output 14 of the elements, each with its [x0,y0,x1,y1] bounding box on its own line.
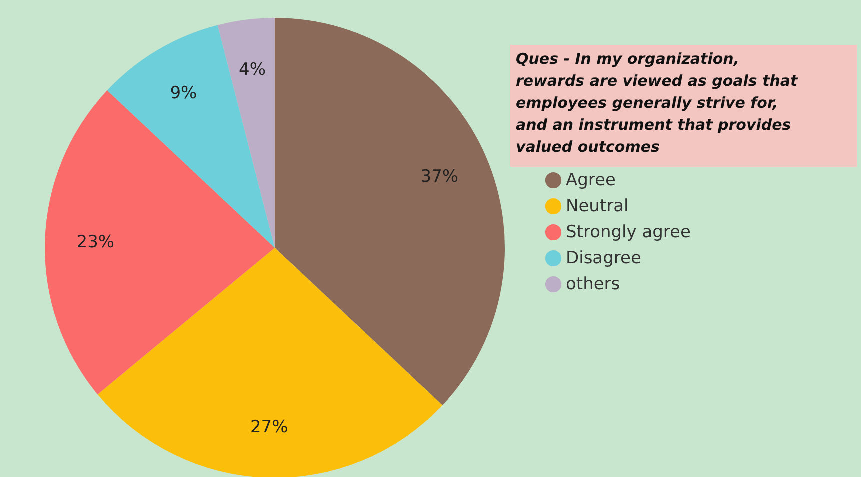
data-label: 4% [239,60,266,80]
data-label: 9% [170,84,198,104]
pie-slice [275,18,505,406]
data-label: 27% [250,417,288,438]
legend-label: Strongly agree [566,222,691,242]
legend-label: Neutral [566,196,629,216]
legend-label: Disagree [566,248,642,268]
text: Ques - In my organization, rewards are viewed as goals that employees generally strive for, and an instrument that provides valued outcomes [516,50,799,156]
data-label: 23% [76,232,115,252]
legend-label: Agree [566,170,616,190]
data-label: 37% [420,166,459,187]
pie-slice [98,248,443,477]
pie-slice [218,18,275,248]
legend-label: others [566,274,620,294]
